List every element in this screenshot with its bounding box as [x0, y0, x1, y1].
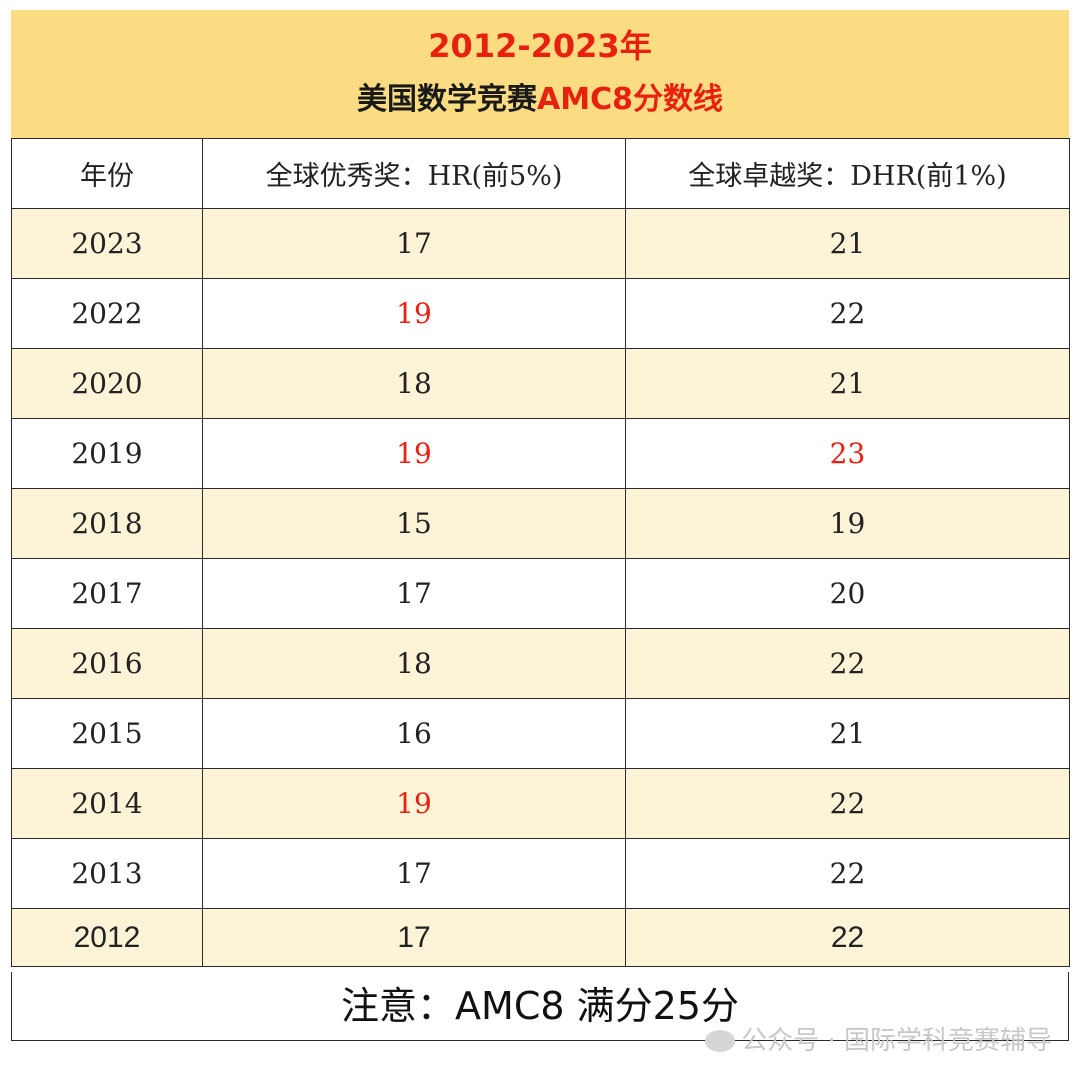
dhr-cell: 22: [625, 838, 1070, 909]
hr-cell: 17: [202, 838, 626, 909]
year-cell: 2015: [11, 698, 203, 769]
hr-cell: 17: [202, 208, 626, 279]
table-row: 2014 19 22: [11, 768, 1070, 839]
column-header-dhr: 全球卓越奖：DHR(前1%): [625, 138, 1070, 209]
table-header-row: 年份 全球优秀奖：HR(前5%) 全球卓越奖：DHR(前1%): [11, 138, 1070, 209]
wechat-icon: [705, 1030, 736, 1052]
note-text: 注意：AMC8 满分25分: [341, 984, 739, 1028]
table-row: 2022 19 22: [11, 278, 1070, 349]
table-row: 2018 15 19: [11, 488, 1070, 559]
dhr-cell: 21: [625, 348, 1070, 419]
hr-cell-highlighted: 19: [202, 278, 626, 349]
year-cell: 2020: [11, 348, 203, 419]
table-row: 2015 16 21: [11, 698, 1070, 769]
title-years: 2012-2023年: [428, 27, 652, 65]
year-cell: 2023: [11, 208, 203, 279]
dhr-cell: 21: [625, 698, 1070, 769]
dhr-cell: 22: [625, 768, 1070, 839]
account-watermark: 公众号 · 国际学科竞赛辅导: [705, 1020, 1052, 1057]
column-header-hr: 全球优秀奖：HR(前5%): [202, 138, 626, 209]
title-subject: 美国数学竞赛AMC8分数线: [11, 80, 1069, 120]
title-competition: 美国数学竞赛: [357, 82, 538, 117]
table-row: 2020 18 21: [11, 348, 1070, 419]
year-cell: 2012: [11, 908, 203, 967]
hr-cell: 17: [202, 908, 626, 967]
year-cell: 2013: [11, 838, 203, 909]
watermark-text: 公众号 · 国际学科竞赛辅导: [741, 1026, 1052, 1056]
hr-cell-highlighted: 19: [202, 418, 626, 489]
full-score-note: 注意：AMC8 满分25分: [11, 972, 1069, 1041]
cutoff-table: 年份 全球优秀奖：HR(前5%) 全球卓越奖：DHR(前1%) 2023 17 …: [11, 138, 1070, 967]
hr-cell: 17: [202, 558, 626, 629]
year-cell: 2017: [11, 558, 203, 629]
dhr-cell: 22: [625, 628, 1070, 699]
table-row: 2016 18 22: [11, 628, 1070, 699]
cutoff-sheet: 2012-2023年 美国数学竞赛AMC8分数线 年份 全球优秀奖：HR(前5%…: [11, 10, 1070, 1042]
column-header-year: 年份: [11, 138, 203, 209]
table-row: 2012 17 22: [11, 908, 1070, 967]
dhr-cell: 22: [625, 278, 1070, 349]
hr-cell-highlighted: 19: [202, 768, 626, 839]
year-cell: 2016: [11, 628, 203, 699]
year-cell: 2022: [11, 278, 203, 349]
dhr-cell: 21: [625, 208, 1070, 279]
hr-cell: 16: [202, 698, 626, 769]
dhr-cell-highlighted: 23: [625, 418, 1070, 489]
table-row: 2017 17 20: [11, 558, 1070, 629]
title-cutoff-label: AMC8分数线: [537, 82, 723, 117]
table-row: 2023 17 21: [11, 208, 1070, 279]
table-row: 2013 17 22: [11, 838, 1070, 909]
dhr-cell: 19: [625, 488, 1070, 559]
hr-cell: 18: [202, 348, 626, 419]
dhr-cell: 22: [625, 908, 1070, 967]
year-cell: 2019: [11, 418, 203, 489]
year-cell: 2014: [11, 768, 203, 839]
table-row: 2019 19 23: [11, 418, 1070, 489]
title-banner: 2012-2023年 美国数学竞赛AMC8分数线: [11, 10, 1069, 138]
hr-cell: 15: [202, 488, 626, 559]
dhr-cell: 20: [625, 558, 1070, 629]
year-cell: 2018: [11, 488, 203, 559]
hr-cell: 18: [202, 628, 626, 699]
